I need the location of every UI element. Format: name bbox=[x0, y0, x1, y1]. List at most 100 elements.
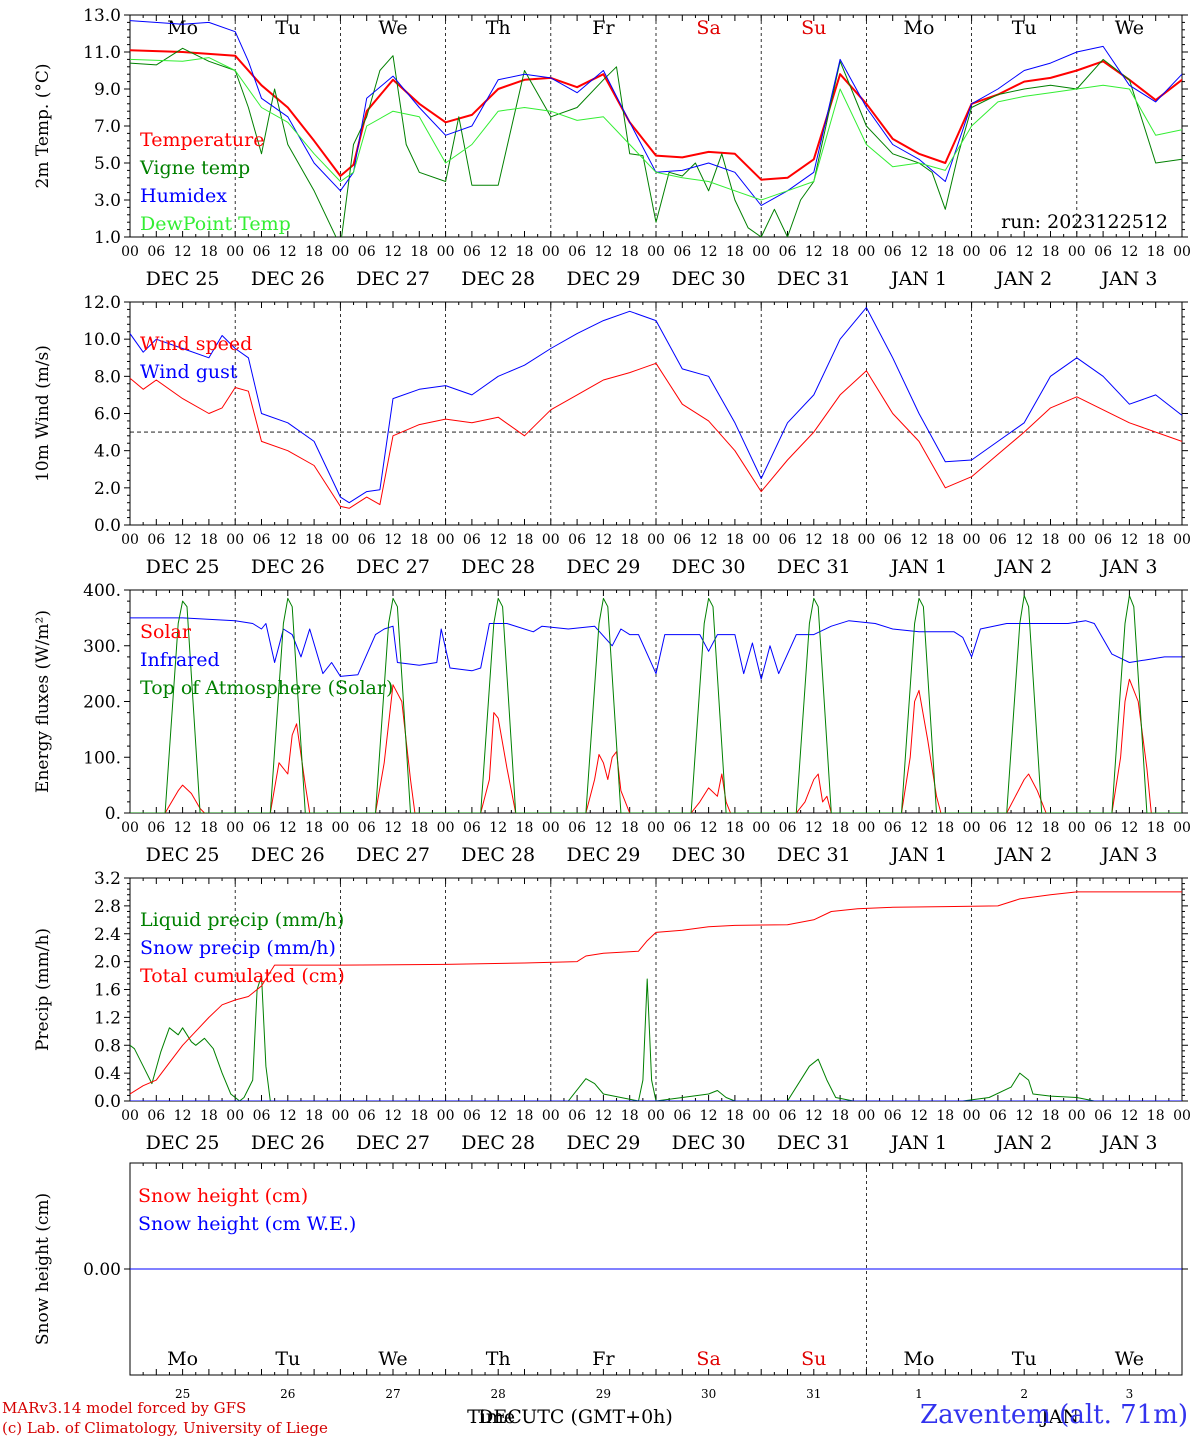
x-date-label: DEC 26 bbox=[251, 556, 325, 578]
x-date-label: DEC 30 bbox=[672, 844, 746, 866]
weekday-label: Mo bbox=[904, 17, 935, 39]
x-hour-label: 12 bbox=[384, 1108, 402, 1124]
x-date-label: DEC 31 bbox=[777, 1132, 851, 1154]
x-date-label: DEC 28 bbox=[461, 844, 535, 866]
x-date-label: DEC 29 bbox=[566, 268, 640, 290]
x-hour-label: 18 bbox=[410, 532, 428, 548]
x-hour-label: 18 bbox=[621, 532, 639, 548]
panel-4: 0.0 0.4 0.8 1.2 1.6 2.0 2.4 2.8 3.2 Precip (mm/h)… bbox=[33, 869, 1191, 1154]
x-hour-label: 06 bbox=[1094, 820, 1112, 836]
model-credit: MARv3.14 model forced by GFS bbox=[2, 1399, 247, 1417]
x-hour-label: 18 bbox=[621, 1108, 639, 1124]
weekday-label: Su bbox=[801, 17, 826, 39]
y-tick-label: 0.00 bbox=[83, 1260, 121, 1280]
x-hour-label: 00 bbox=[857, 532, 875, 548]
x-hour-label: 18 bbox=[831, 532, 849, 548]
x-hour-label: 18 bbox=[200, 532, 218, 548]
x-hour-label: 00 bbox=[647, 820, 665, 836]
weekday-label: Tu bbox=[275, 1348, 300, 1370]
x-hour-label: 06 bbox=[253, 1108, 271, 1124]
x-hour-label: 00 bbox=[1173, 244, 1191, 260]
x-hour-label: 18 bbox=[726, 820, 744, 836]
series-line-wind-speed bbox=[130, 362, 1182, 509]
weekday-label: Mo bbox=[167, 1348, 198, 1370]
x-date-label: JAN 2 bbox=[994, 1132, 1052, 1154]
x-hour-label: 00 bbox=[542, 244, 560, 260]
legend-entry: Total cumulated (cm) bbox=[140, 965, 345, 987]
x-hour-label: 12 bbox=[384, 244, 402, 260]
x-hour-label: 06 bbox=[147, 244, 165, 260]
x-hour-label: 00 bbox=[857, 1108, 875, 1124]
x-hour-label: 06 bbox=[989, 1108, 1007, 1124]
x-hour-label: 18 bbox=[410, 244, 428, 260]
x-hour-label: 06 bbox=[253, 244, 271, 260]
weekday-label: We bbox=[1115, 1348, 1144, 1370]
y-tick-label: 300. bbox=[83, 637, 121, 657]
x-date-label: JAN 1 bbox=[889, 1132, 947, 1154]
x-hour-label: 18 bbox=[305, 820, 323, 836]
legend-entry: Snow height (cm) bbox=[138, 1185, 308, 1207]
series-line-top-of-atmosphere-solar- bbox=[130, 595, 1182, 813]
x-hour-label: 00 bbox=[857, 820, 875, 836]
x-date-label: DEC 25 bbox=[146, 556, 220, 578]
x-date-label: DEC 27 bbox=[356, 556, 430, 578]
x-date-label: JAN 2 bbox=[994, 556, 1052, 578]
x-hour-label: 06 bbox=[253, 532, 271, 548]
y-tick-label: 2.4 bbox=[94, 925, 121, 945]
x-hour-label: 12 bbox=[1015, 1108, 1033, 1124]
y-tick-label: 200. bbox=[83, 693, 121, 713]
x-hour-label: 06 bbox=[147, 1108, 165, 1124]
weekday-label: Th bbox=[486, 17, 511, 39]
x-hour-label: 18 bbox=[305, 1108, 323, 1124]
x-hour-label: 06 bbox=[673, 820, 691, 836]
weekday-label: Th bbox=[486, 1348, 511, 1370]
x-date-label: JAN 1 bbox=[889, 844, 947, 866]
panel-frame bbox=[129, 301, 1183, 526]
weekday-label: Tu bbox=[275, 17, 300, 39]
x-hour-label: 18 bbox=[200, 820, 218, 836]
station-name: Zaventem (alt. 71m) bbox=[920, 1400, 1188, 1430]
x-hour-label: 12 bbox=[384, 820, 402, 836]
x-hour-label: 12 bbox=[805, 532, 823, 548]
x-hour-label: 00 bbox=[437, 244, 455, 260]
panel-3: 0. 100. 200. 300. 400. Energy fluxes (W/m²) 00… bbox=[33, 581, 1191, 866]
weekday-label: We bbox=[378, 1348, 407, 1370]
x-hour-label: 12 bbox=[1015, 820, 1033, 836]
panel-2: 0.0 2.0 4.0 6.0 8.0 10.0 12.0 10m Wind (m/s) 00 0… bbox=[33, 293, 1191, 578]
x-hour-label: 06 bbox=[463, 244, 481, 260]
x-hour-label: 00 bbox=[121, 532, 139, 548]
x-hour-label: 06 bbox=[989, 820, 1007, 836]
weekday-label: Mo bbox=[167, 17, 198, 39]
weekday-label: We bbox=[378, 17, 407, 39]
x-date-label: DEC 31 bbox=[777, 268, 851, 290]
x-date-label: DEC 31 bbox=[777, 556, 851, 578]
x-hour-label: 18 bbox=[621, 820, 639, 836]
x-hour-label: 00 bbox=[963, 532, 981, 548]
y-tick-label: 0.4 bbox=[94, 1064, 121, 1084]
x-date-label: DEC 30 bbox=[672, 268, 746, 290]
x-hour-label: 12 bbox=[594, 532, 612, 548]
x-hour-label: 06 bbox=[568, 532, 586, 548]
bottom-day-label: 3 bbox=[1126, 1387, 1134, 1401]
bottom-day-label: 1 bbox=[915, 1387, 923, 1401]
y-tick-label: 0.0 bbox=[94, 1092, 121, 1112]
x-date-label: DEC 29 bbox=[566, 556, 640, 578]
series-group bbox=[130, 20, 1182, 237]
weekday-label: Sa bbox=[696, 17, 720, 39]
x-hour-label: 18 bbox=[516, 820, 534, 836]
panel-5: 0.00 Snow height (cm) Mo Tu We Th Fr Sa Su Mo Tu We… bbox=[33, 1162, 1188, 1376]
x-date-label: DEC 27 bbox=[356, 1132, 430, 1154]
x-hour-label: 06 bbox=[884, 1108, 902, 1124]
x-hour-label: 18 bbox=[831, 244, 849, 260]
legend-entry: DewPoint Temp bbox=[140, 213, 291, 235]
y-axis-title: Energy fluxes (W/m²) bbox=[33, 610, 53, 793]
y-tick-label: 0.0 bbox=[94, 516, 121, 536]
x-date-label: DEC 25 bbox=[146, 844, 220, 866]
x-hour-label: 18 bbox=[516, 244, 534, 260]
x-hour-label: 12 bbox=[489, 244, 507, 260]
y-tick-label: 2.0 bbox=[94, 953, 121, 973]
x-date-label: DEC 28 bbox=[461, 556, 535, 578]
x-hour-label: 18 bbox=[831, 820, 849, 836]
x-hour-label: 12 bbox=[700, 244, 718, 260]
x-date-label: DEC 29 bbox=[566, 1132, 640, 1154]
